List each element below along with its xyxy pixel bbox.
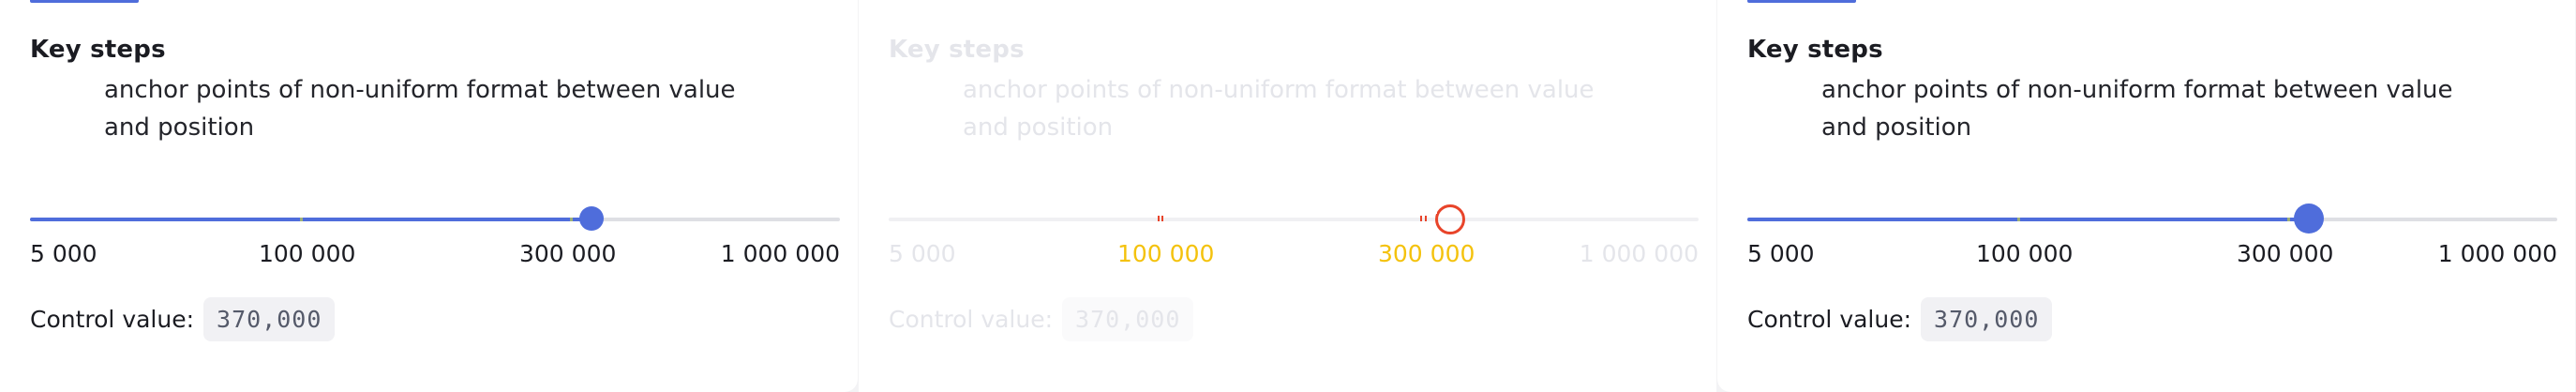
card-description: anchor points of non-uniform format betw… — [104, 76, 736, 142]
slider-labels: 5 000 100 000 300 000 1 000 000 — [30, 240, 840, 270]
control-value-display: 370,000 — [1921, 296, 2053, 341]
slider-fill — [1747, 218, 2309, 221]
control-value-row: Control value: 370,000 — [1747, 294, 2053, 343]
control-value-display: 370,000 — [203, 296, 336, 341]
control-value-label: Control value: — [889, 305, 1054, 333]
slider-thumb[interactable] — [579, 206, 604, 231]
slider-track[interactable] — [889, 201, 1699, 234]
slider-track[interactable] — [30, 206, 840, 231]
card-description: anchor points of non-uniform format betw… — [963, 76, 1595, 142]
slider-card-faded: Key steps anchor points of non-uniform f… — [859, 0, 1716, 392]
slider-step-mark — [1425, 216, 1427, 221]
slider-step-mark — [2287, 218, 2290, 221]
slider-label-step: 300 000 — [1378, 240, 1475, 267]
tab-indicator — [30, 0, 139, 3]
control-value-row: Control value: 370,000 — [30, 294, 336, 343]
slider-label-step: 300 000 — [519, 240, 617, 267]
slider-card: Key steps anchor points of non-uniform f… — [0, 0, 858, 392]
tab-indicator — [1747, 0, 1856, 3]
slider-step-mark — [1161, 216, 1163, 221]
slider-label-step: 100 000 — [259, 240, 356, 267]
slider-label-step: 300 000 — [2237, 240, 2334, 267]
slider-label-min: 5 000 — [30, 240, 97, 267]
slider-labels: 5 000 100 000 300 000 1 000 000 — [1747, 240, 2557, 270]
slider-label-step: 100 000 — [1117, 240, 1215, 267]
control-value-label: Control value: — [30, 305, 195, 333]
control-value-label: Control value: — [1747, 305, 1912, 333]
slider-label-step: 100 000 — [1976, 240, 2074, 267]
card-title: Key steps — [889, 36, 1025, 64]
slider-label-min: 5 000 — [1747, 240, 1815, 267]
slider-thumb[interactable] — [2294, 204, 2324, 234]
card-title: Key steps — [1747, 36, 1883, 64]
slider-step-mark — [300, 218, 303, 221]
slider-labels: 5 000 100 000 300 000 1 000 000 — [889, 240, 1699, 270]
slider-step-mark — [1158, 216, 1160, 221]
control-value-row: Control value: 370,000 — [889, 294, 1194, 343]
slider-label-min: 5 000 — [889, 240, 956, 267]
control-value-display: 370,000 — [1062, 296, 1194, 341]
slider-label-max: 1 000 000 — [1579, 240, 1699, 267]
card-description: anchor points of non-uniform format betw… — [1821, 76, 2453, 142]
focus-ring-gap — [1428, 201, 1437, 214]
slider-thumb-focus-ring[interactable] — [1435, 204, 1465, 234]
slider-step-mark — [1420, 216, 1422, 221]
slider-fill — [30, 218, 592, 221]
slider-label-max: 1 000 000 — [720, 240, 840, 267]
slider-card: Key steps anchor points of non-uniform f… — [1717, 0, 2575, 392]
slider-track[interactable] — [1747, 204, 2557, 234]
slider-step-mark — [2017, 218, 2020, 221]
slider-label-max: 1 000 000 — [2437, 240, 2557, 267]
slider-step-mark — [570, 218, 573, 221]
card-title: Key steps — [30, 36, 166, 64]
